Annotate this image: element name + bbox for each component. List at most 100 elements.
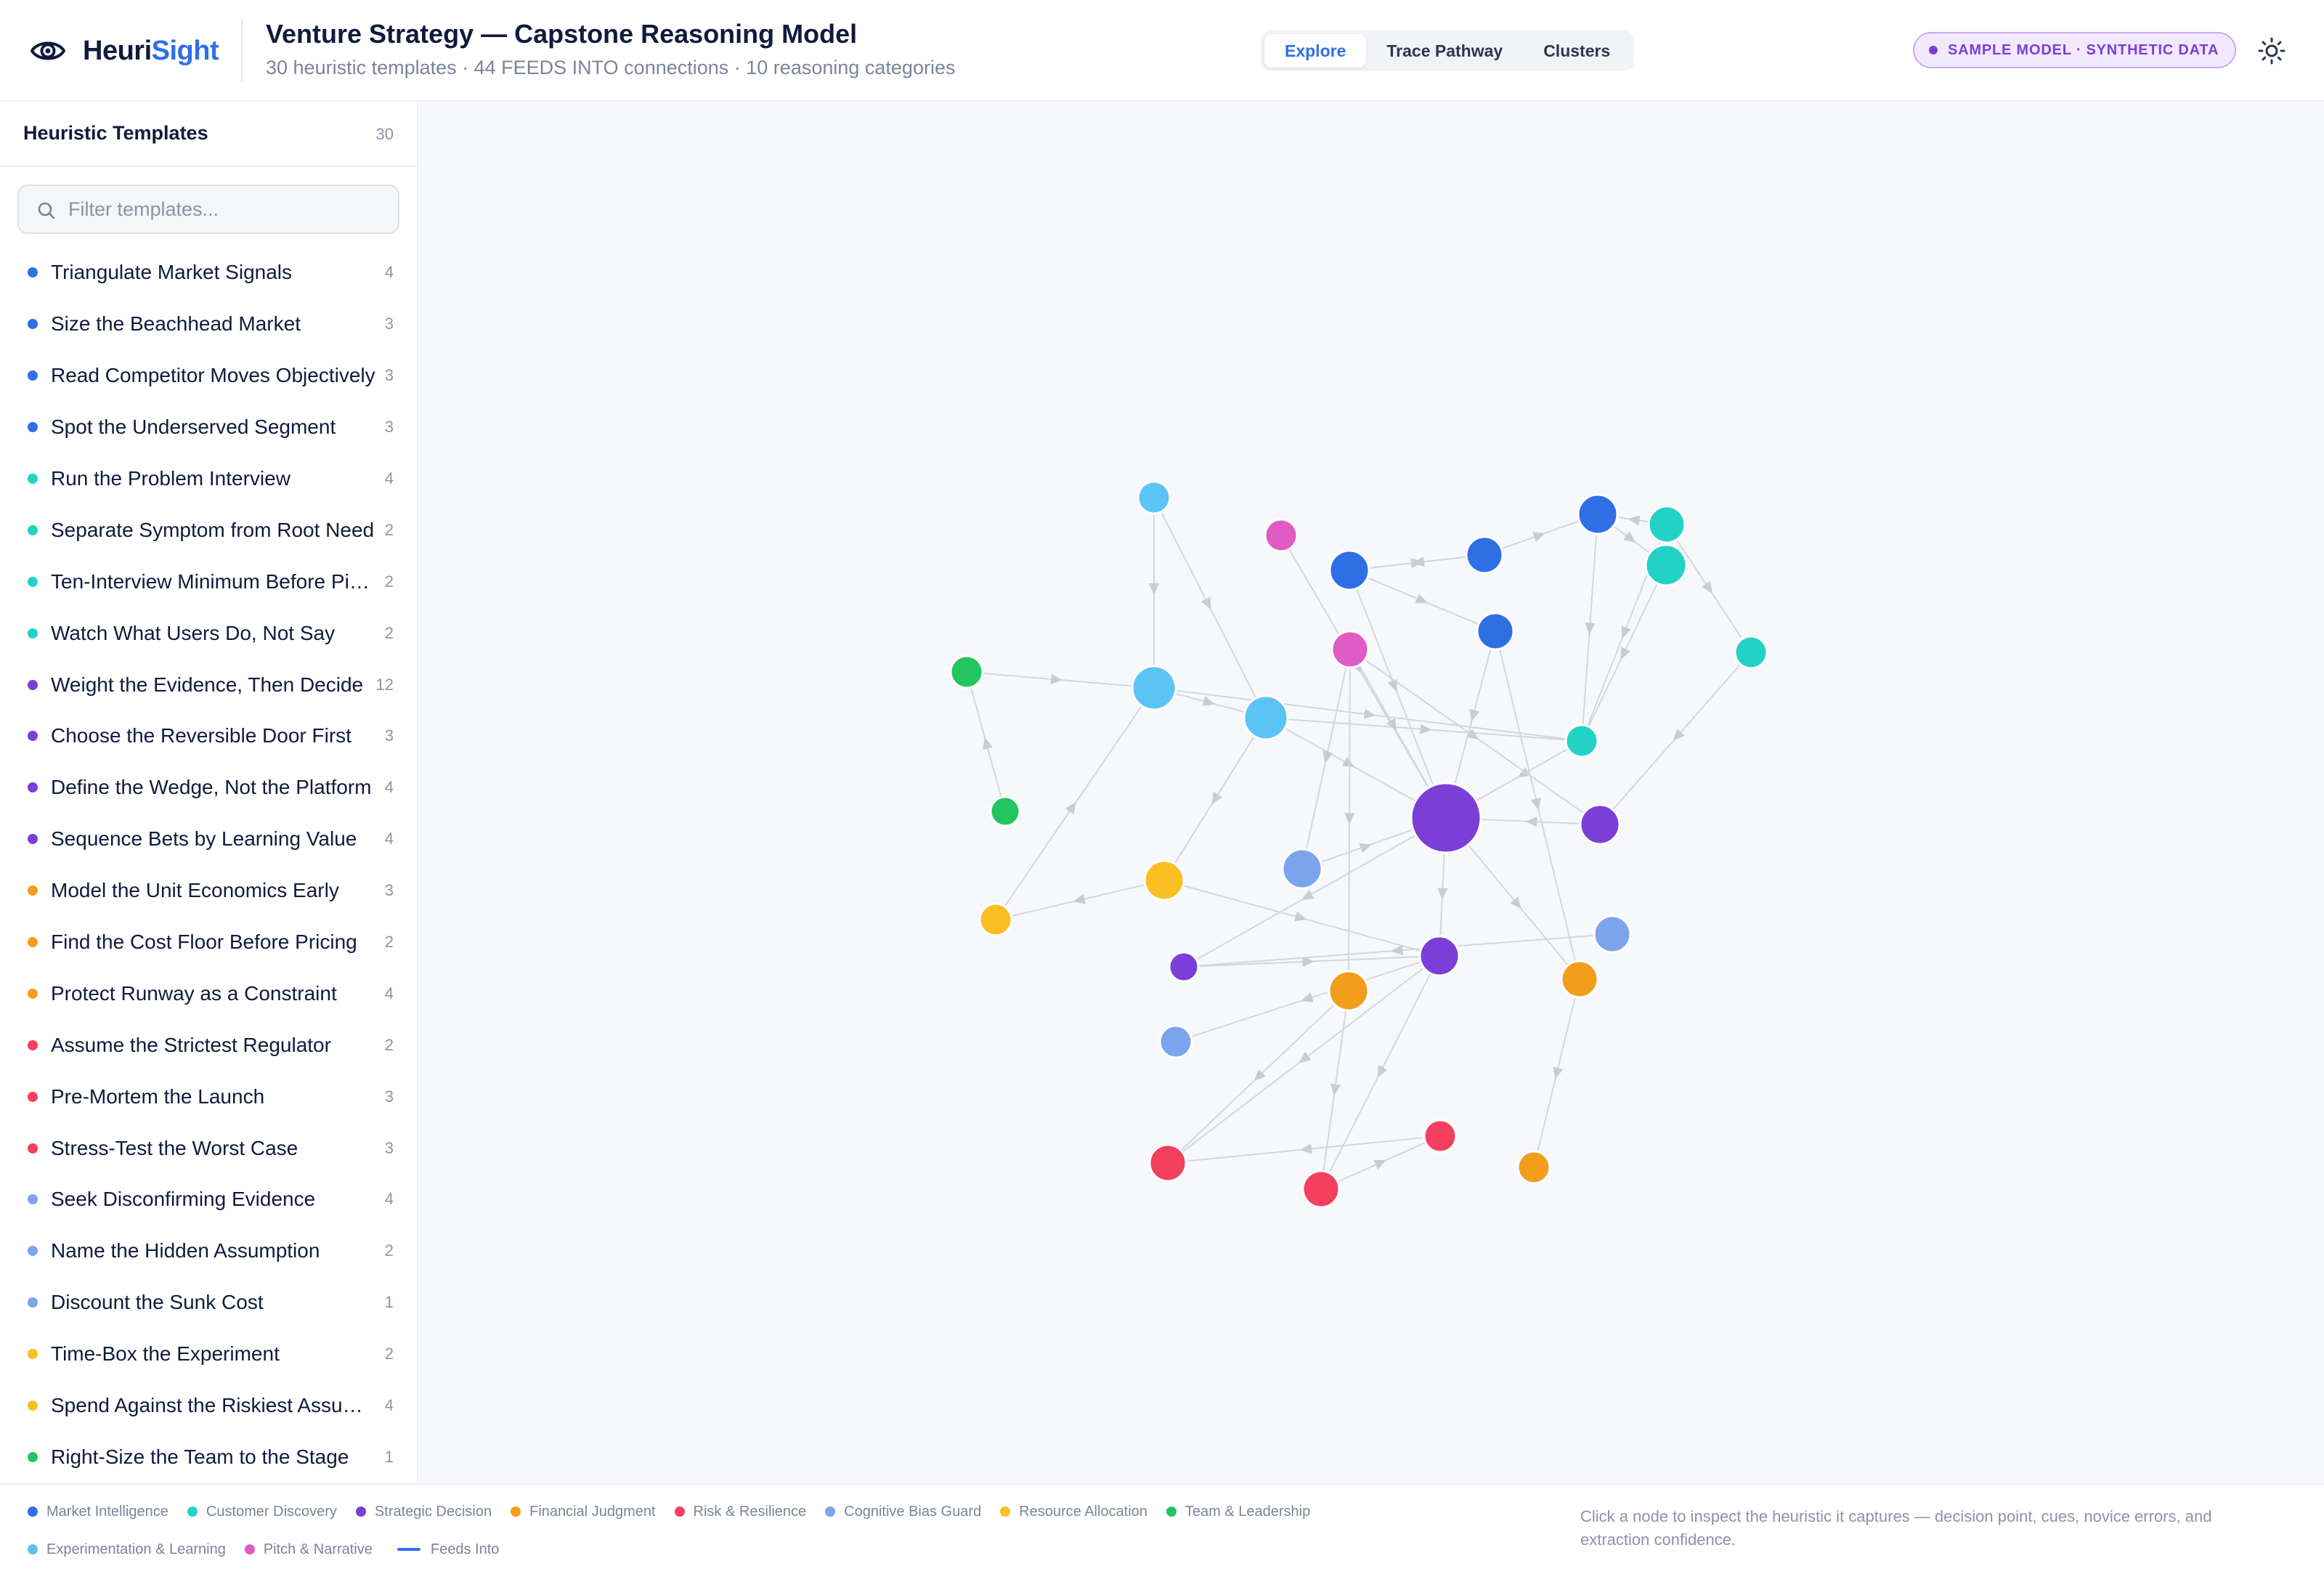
template-connection-count: 4 xyxy=(384,984,394,1002)
heuristic-node-financial[interactable] xyxy=(1516,1150,1551,1185)
template-list-item[interactable]: Watch What Users Do, Not Say 2 xyxy=(0,607,417,659)
heuristic-node-resource[interactable] xyxy=(1143,859,1185,901)
template-list-item[interactable]: Model the Unit Economics Early 3 xyxy=(0,865,417,917)
template-list-item[interactable]: Sequence Bets by Learning Value 4 xyxy=(0,814,417,865)
template-list-item[interactable]: Triangulate Market Signals 4 xyxy=(0,247,417,299)
feeds-into-edge xyxy=(1467,844,1569,966)
feeds-into-edge xyxy=(1367,577,1479,625)
template-list-item[interactable]: Spend Against the Riskiest Assumption 4 xyxy=(0,1380,417,1432)
template-list-item[interactable]: Spot the Underserved Segment 3 xyxy=(0,402,417,453)
heuristic-node-financial[interactable] xyxy=(1560,960,1599,999)
tab-trace-pathway[interactable]: Trace Pathway xyxy=(1386,41,1503,60)
template-list-item[interactable]: Seek Disconfirming Evidence 4 xyxy=(0,1174,417,1225)
template-list-item[interactable]: Time-Box the Experiment 2 xyxy=(0,1329,417,1380)
heuristic-node-strategic[interactable] xyxy=(1579,803,1621,846)
graph-canvas[interactable] xyxy=(420,102,2324,1483)
heuristic-node-experiment[interactable] xyxy=(1131,665,1177,711)
heuristic-node-pitch[interactable] xyxy=(1264,518,1299,553)
heuristic-node-market[interactable] xyxy=(1577,493,1619,535)
heuristic-node-strategic[interactable] xyxy=(1418,935,1460,977)
template-connection-count: 2 xyxy=(384,623,394,642)
template-connection-count: 3 xyxy=(384,315,394,333)
template-list-item[interactable]: Define the Wedge, Not the Platform 4 xyxy=(0,762,417,814)
tab-clusters[interactable]: Clusters xyxy=(1543,41,1611,60)
template-connection-count: 2 xyxy=(384,1241,394,1260)
category-dot xyxy=(28,782,38,793)
heuristic-node-market[interactable] xyxy=(1476,612,1515,651)
feeds-into-edge xyxy=(1454,648,1492,784)
feeds-into-edge xyxy=(1355,588,1434,786)
heuristic-node-risk[interactable] xyxy=(1423,1119,1458,1154)
heuristic-node-experiment[interactable] xyxy=(1243,694,1289,741)
template-connection-count: 4 xyxy=(384,1190,394,1209)
template-list-item[interactable]: Run the Problem Interview 4 xyxy=(0,453,417,505)
legend-label: Experimentation & Learning xyxy=(46,1541,226,1557)
legend-item-team: Team & Leadership xyxy=(1166,1496,1310,1527)
feeds-into-edge xyxy=(1344,667,1355,972)
template-connection-count: 12 xyxy=(375,675,394,694)
template-list-item[interactable]: Pre-Mortem the Launch 3 xyxy=(0,1071,417,1122)
template-connection-count: 3 xyxy=(384,881,394,900)
heuristic-network-graph[interactable] xyxy=(420,102,2324,1483)
heuristic-node-customer[interactable] xyxy=(1647,505,1686,544)
template-connection-count: 4 xyxy=(384,1396,394,1415)
heuristic-node-financial[interactable] xyxy=(1328,970,1370,1012)
template-list-item[interactable]: Ten-Interview Minimum Before Pivoting 2 xyxy=(0,556,417,607)
template-connection-count: 2 xyxy=(384,933,394,952)
feeds-into-edge xyxy=(1198,934,1595,967)
template-connection-count: 4 xyxy=(384,469,394,487)
heuristic-node-customer[interactable] xyxy=(1564,723,1599,758)
template-list-item[interactable]: Choose the Reversible Door First 3 xyxy=(0,710,417,762)
heuristic-node-strategic[interactable] xyxy=(1168,951,1200,983)
category-dot xyxy=(28,988,38,999)
heuristic-node-bias[interactable] xyxy=(1593,915,1632,954)
heuristic-node-bias[interactable] xyxy=(1281,848,1323,890)
template-list-item[interactable]: Name the Hidden Assumption 2 xyxy=(0,1225,417,1277)
legend-label: Customer Discovery xyxy=(206,1503,337,1520)
template-list-item[interactable]: Protect Runway as a Constraint 4 xyxy=(0,968,417,1019)
legend-item-risk: Risk & Resilience xyxy=(674,1496,806,1527)
heuristic-node-customer[interactable] xyxy=(1734,635,1768,670)
legend-label: Pitch & Narrative xyxy=(263,1541,373,1557)
template-list-item[interactable]: Separate Symptom from Root Need 2 xyxy=(0,504,417,556)
feeds-into-edge xyxy=(1320,829,1414,863)
template-label: Spot the Underserved Segment xyxy=(51,415,336,439)
feeds-into-edge xyxy=(1328,973,1431,1174)
template-list-item[interactable]: Discount the Sunk Cost 1 xyxy=(0,1277,417,1329)
tab-explore[interactable]: Explore xyxy=(1264,34,1367,68)
heuristic-node-risk[interactable] xyxy=(1148,1143,1187,1183)
template-list-item[interactable]: Weight the Evidence, Then Decide 12 xyxy=(0,659,417,710)
view-tabs: Explore Trace Pathway Clusters xyxy=(1261,31,1635,71)
feeds-into-edge xyxy=(1480,816,1581,827)
app-logo[interactable]: HeuriSight xyxy=(29,33,219,68)
template-connection-count: 3 xyxy=(384,418,394,437)
heuristic-node-customer[interactable] xyxy=(1644,543,1688,587)
template-list-item[interactable]: Stress-Test the Worst Case 3 xyxy=(0,1122,417,1174)
theme-toggle-button[interactable] xyxy=(2254,33,2289,68)
heuristic-node-team[interactable] xyxy=(989,795,1021,827)
feeds-into-edge xyxy=(1011,884,1145,917)
template-list-item[interactable]: Find the Cost Floor Before Pricing 2 xyxy=(0,917,417,968)
template-label: Right-Size the Team to the Stage xyxy=(51,1445,349,1468)
template-connection-count: 3 xyxy=(384,1087,394,1106)
heuristic-node-strategic[interactable] xyxy=(1410,782,1482,854)
feeds-into-edge xyxy=(1175,689,1567,740)
heuristic-node-experiment[interactable] xyxy=(1137,480,1171,515)
heuristic-node-market[interactable] xyxy=(1328,549,1370,591)
filter-input[interactable] xyxy=(68,193,388,225)
category-dot xyxy=(28,267,38,278)
template-list-item[interactable]: Assume the Strictest Regulator 2 xyxy=(0,1019,417,1071)
category-dot xyxy=(28,1143,38,1154)
heuristic-node-resource[interactable] xyxy=(978,902,1013,937)
template-list-item[interactable]: Size the Beachhead Market 3 xyxy=(0,299,417,350)
heuristic-node-risk[interactable] xyxy=(1301,1169,1341,1209)
template-list-item[interactable]: Right-Size the Team to the Stage 1 xyxy=(0,1431,417,1483)
category-dot xyxy=(28,1297,38,1308)
template-label: Spend Against the Riskiest Assumption xyxy=(51,1394,376,1417)
heuristic-node-bias[interactable] xyxy=(1158,1024,1193,1059)
heuristic-node-market[interactable] xyxy=(1465,535,1504,575)
heuristic-node-pitch[interactable] xyxy=(1330,630,1370,669)
feeds-into-edge xyxy=(1337,1142,1426,1183)
template-list-item[interactable]: Read Competitor Moves Objectively 3 xyxy=(0,350,417,402)
heuristic-node-team[interactable] xyxy=(949,654,984,689)
